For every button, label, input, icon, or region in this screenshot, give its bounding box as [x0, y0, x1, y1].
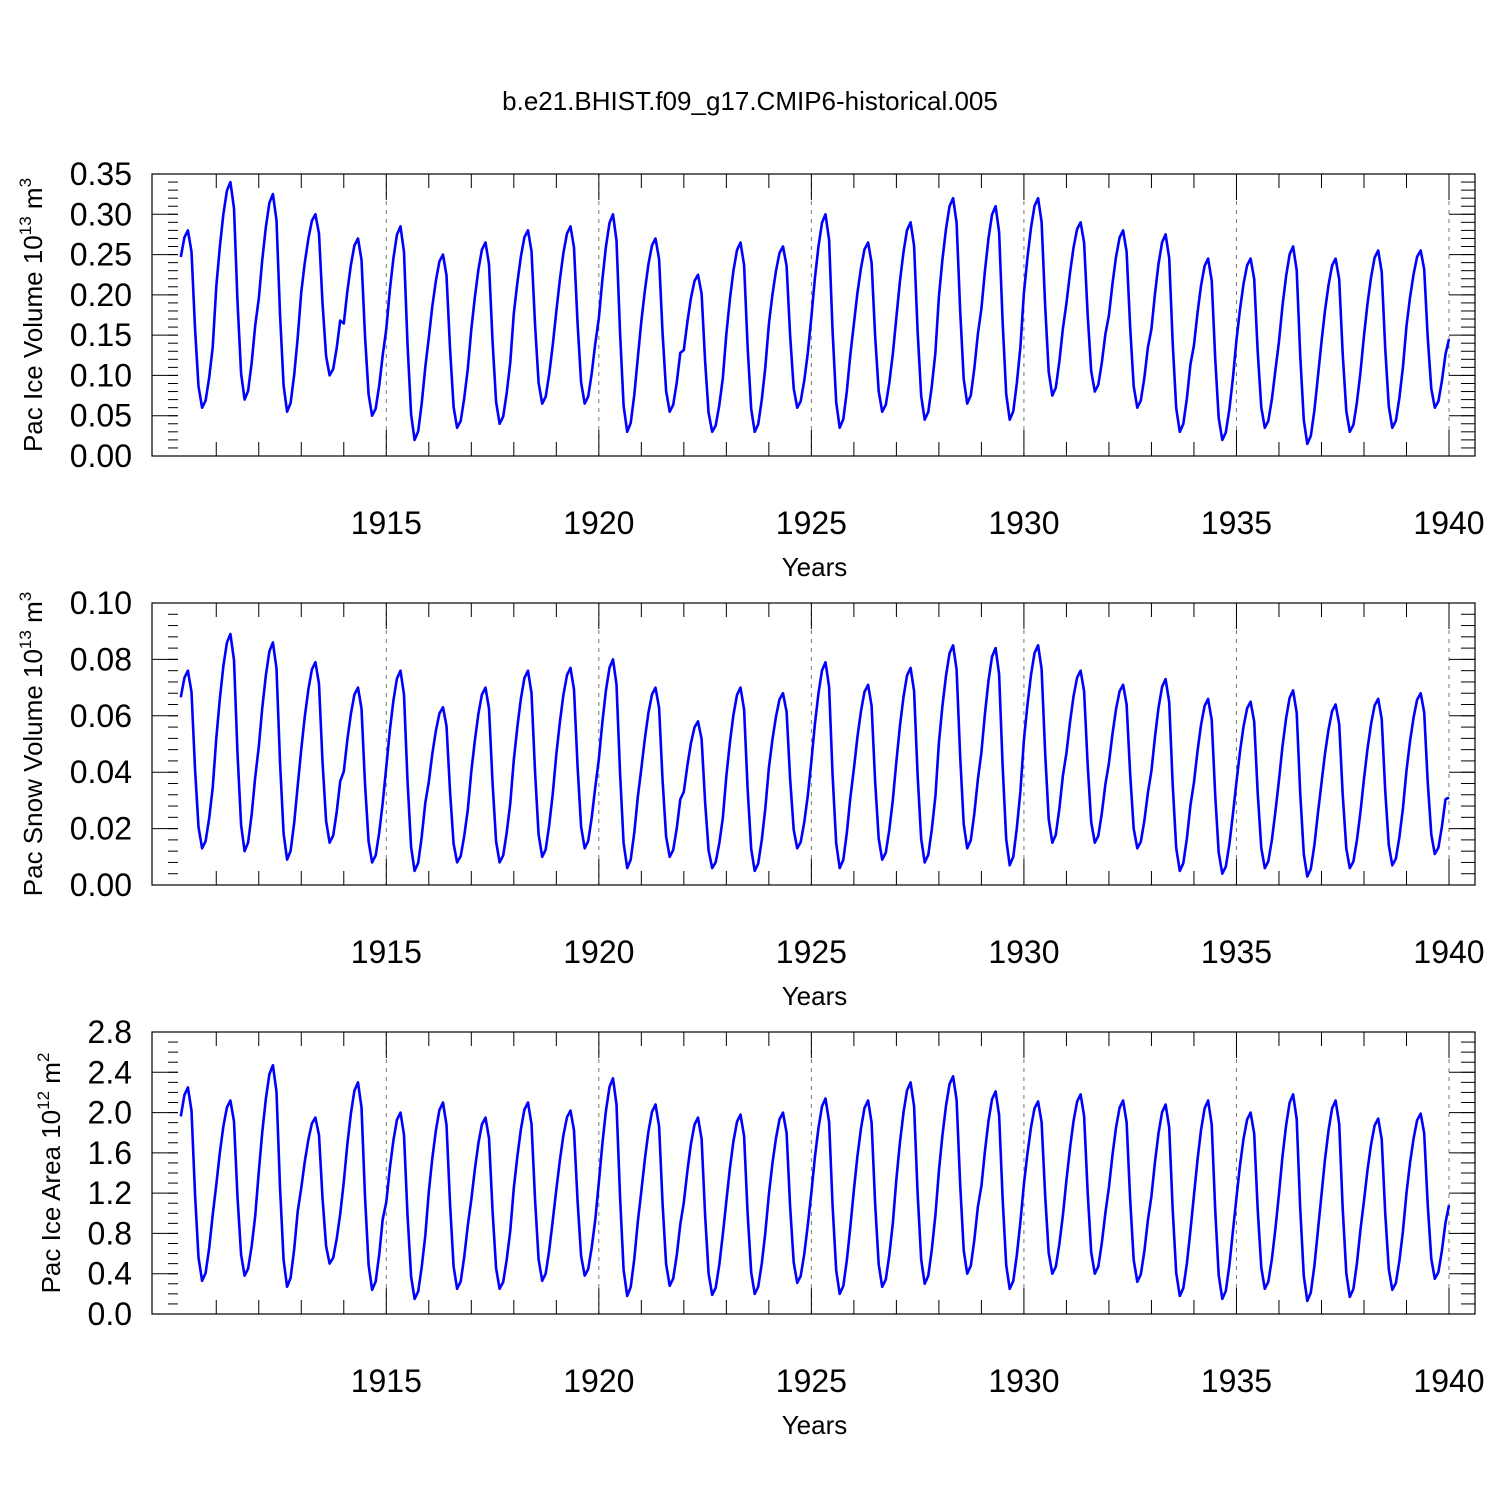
x-tick-label: 1930 — [988, 934, 1059, 970]
y-axis-label: Pac Ice Area 1012 m2 — [34, 1053, 66, 1294]
x-tick-label: 1940 — [1413, 934, 1484, 970]
x-tick-label: 1925 — [776, 505, 847, 541]
x-tick-label: 1925 — [776, 1363, 847, 1399]
x-axis-label: Years — [782, 1410, 848, 1440]
series-line-ice-area — [179, 1063, 1451, 1303]
x-tick-label: 1915 — [351, 934, 422, 970]
x-tick-label: 1920 — [563, 1363, 634, 1399]
y-tick-label: 0.08 — [70, 641, 132, 677]
x-tick-label: 1935 — [1201, 934, 1272, 970]
y-tick-label: 0.20 — [70, 277, 132, 313]
y-tick-label: 0.00 — [70, 867, 132, 903]
x-tick-label: 1920 — [563, 505, 634, 541]
plot-frame — [151, 173, 1476, 457]
x-tick-label: 1930 — [988, 1363, 1059, 1399]
x-axis-label: Years — [782, 981, 848, 1011]
y-tick-label: 0.8 — [88, 1215, 132, 1251]
y-tick-label: 0.10 — [70, 585, 132, 621]
x-tick-label: 1915 — [351, 1363, 422, 1399]
x-tick-label: 1935 — [1201, 505, 1272, 541]
panel-snow-volume: 0.00 0.02 0.04 0.06 0.08 0.10 1915 1920 1925 1930… — [16, 585, 1485, 1011]
x-tick-label: 1935 — [1201, 1363, 1272, 1399]
x-tick-label: 1940 — [1413, 1363, 1484, 1399]
y-tick-label: 2.0 — [88, 1095, 132, 1131]
x-tick-label: 1930 — [988, 505, 1059, 541]
y-axis-label: Pac Snow Volume 1013 m3 — [16, 592, 48, 896]
x-tick-label: 1915 — [351, 505, 422, 541]
y-axis-label: Pac Ice Volume 1013 m3 — [16, 178, 48, 452]
y-tick-label: 0.10 — [70, 357, 132, 393]
panel-ice-volume: 0.00 0.05 0.10 0.15 0.20 0.25 0.30 0.35 1915 1920… — [16, 156, 1485, 582]
y-tick-label: 0.15 — [70, 317, 132, 353]
y-tick-label: 0.00 — [70, 438, 132, 474]
y-tick-label: 0.04 — [70, 754, 132, 790]
x-tick-label: 1925 — [776, 934, 847, 970]
y-tick-label: 0.30 — [70, 196, 132, 232]
x-tick-label: 1940 — [1413, 505, 1484, 541]
series-line-snow-volume — [179, 632, 1450, 878]
y-tick-label: 1.2 — [88, 1175, 132, 1211]
x-axis-label: Years — [782, 552, 848, 582]
x-tick-label: 1920 — [563, 934, 634, 970]
figure-title: b.e21.BHIST.f09_g17.CMIP6-historical.005 — [502, 86, 998, 116]
y-tick-label: 1.6 — [88, 1135, 132, 1171]
series-line-ice-volume — [179, 180, 1451, 446]
y-tick-label: 0.35 — [70, 156, 132, 192]
y-tick-label: 0.4 — [88, 1256, 132, 1292]
y-tick-label: 2.4 — [88, 1054, 132, 1090]
y-tick-label: 0.25 — [70, 237, 132, 273]
y-tick-label: 0.02 — [70, 811, 132, 847]
y-tick-label: 0.0 — [88, 1296, 132, 1332]
panel-ice-area: 0.0 0.4 0.8 1.2 1.6 2.0 2.4 2.8 1915 1920 1925 1930… — [34, 1014, 1485, 1440]
plot-frame — [151, 602, 1476, 886]
y-tick-label: 0.05 — [70, 398, 132, 434]
y-tick-label: 2.8 — [88, 1014, 132, 1050]
y-tick-label: 0.06 — [70, 698, 132, 734]
